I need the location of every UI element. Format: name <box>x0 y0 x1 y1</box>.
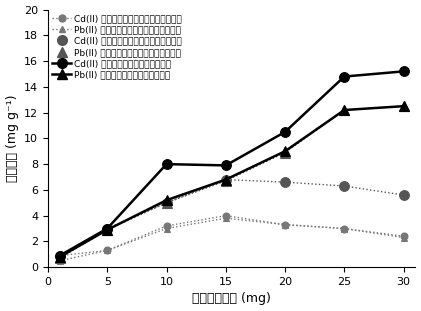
X-axis label: 交联剂的含量 (mg): 交联剂的含量 (mg) <box>192 292 271 305</box>
Y-axis label: 吸附容量 (mg g⁻¹): 吸附容量 (mg g⁻¹) <box>5 95 19 182</box>
Legend: Cd(II) 在戊二醉交联型磁性明胶上的吸附, Pb(II) 在戊二醉交联型磁性明胶上的吸附, Cd(II) 在京尼平交联型磁性明胶上的吸附, Pb(II) 在: Cd(II) 在戊二醉交联型磁性明胶上的吸附, Pb(II) 在戊二醉交联型磁性… <box>51 12 184 81</box>
